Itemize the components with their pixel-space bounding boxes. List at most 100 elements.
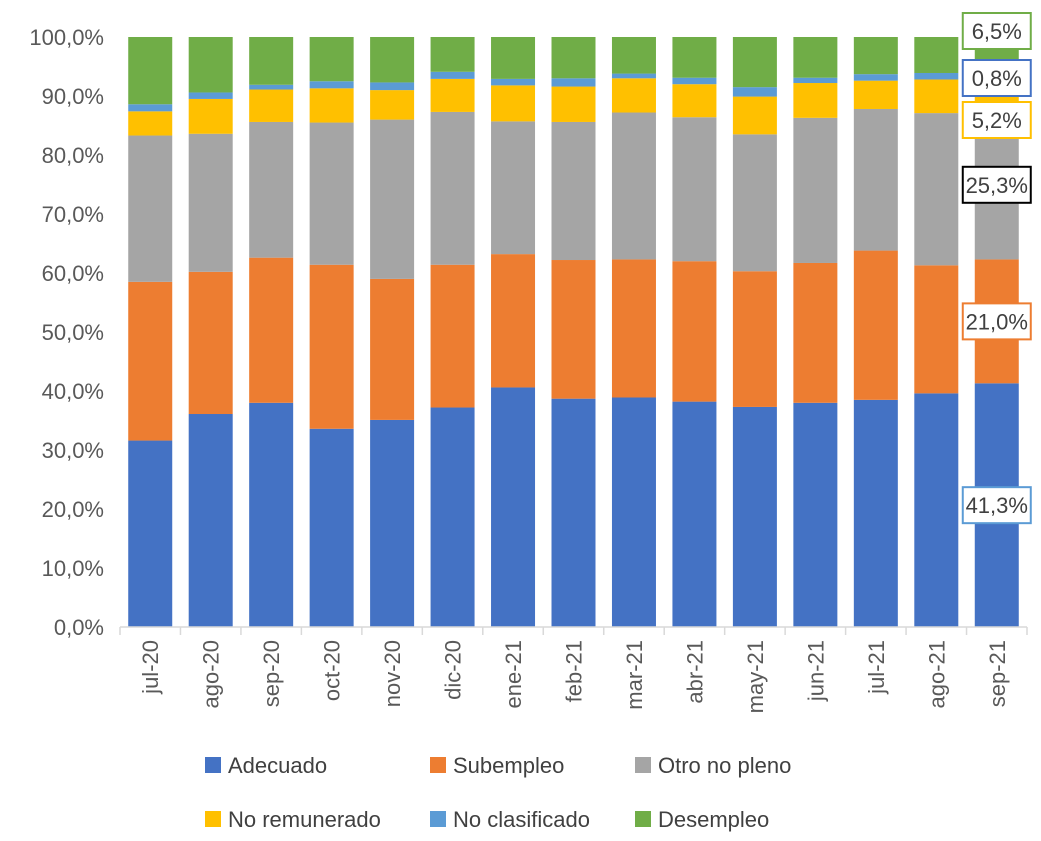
bar-subempleo-ene-21 bbox=[491, 254, 536, 388]
bar-desempleo-ene-21 bbox=[491, 37, 536, 79]
x-tick-label: abr-21 bbox=[682, 640, 707, 704]
bar-subempleo-mar-21 bbox=[611, 259, 656, 398]
legend-swatch bbox=[635, 811, 651, 827]
legend-swatch bbox=[205, 811, 221, 827]
bar-adecuado-oct-20 bbox=[309, 428, 354, 627]
data-label-box bbox=[961, 101, 1032, 139]
bar-desempleo-nov-20 bbox=[370, 37, 415, 83]
x-tick-label: nov-20 bbox=[380, 640, 405, 707]
y-axis: 0,0% 10,0% 20,0% 30,0% 40,0% 50,0% 60,0% 70,0% 8… bbox=[29, 25, 104, 640]
bar-otro-no-pleno-mar-21 bbox=[611, 112, 656, 260]
bar-desempleo-jul-20 bbox=[128, 37, 173, 105]
data-label-text: 6,5% bbox=[972, 19, 1022, 44]
data-label-text: 0,8% bbox=[972, 66, 1022, 91]
bar-subempleo-ago-20 bbox=[188, 271, 233, 415]
bar-otro-no-pleno-dic-20 bbox=[430, 111, 475, 265]
y-tick-label: 90,0% bbox=[42, 84, 104, 109]
x-tick-label: jul-21 bbox=[864, 640, 889, 695]
legend-label: Otro no pleno bbox=[658, 753, 791, 778]
y-tick-label: 50,0% bbox=[42, 320, 104, 345]
bar-adecuado-sep-20 bbox=[249, 402, 294, 627]
bar-no-clasificado-jul-20 bbox=[128, 104, 173, 112]
bar-adecuado-nov-20 bbox=[370, 419, 415, 627]
bar-adecuado-jul-20 bbox=[128, 440, 173, 627]
bar-adecuado-feb-21 bbox=[551, 398, 596, 627]
bar-desempleo-oct-20 bbox=[309, 37, 354, 82]
data-label-text: 41,3% bbox=[966, 493, 1028, 518]
data-label-subempleo: 21,0% bbox=[961, 302, 1032, 341]
bar-no-remunerado-jul-20 bbox=[128, 111, 173, 136]
data-label-no-remunerado: 5,2% bbox=[961, 101, 1032, 139]
bar-otro-no-pleno-abr-21 bbox=[672, 117, 717, 262]
legend-label: Subempleo bbox=[453, 753, 564, 778]
x-tick-label: feb-21 bbox=[562, 640, 587, 702]
bar-no-remunerado-ago-20 bbox=[188, 98, 233, 134]
bar-adecuado-ene-21 bbox=[491, 387, 536, 627]
legend-item-desempleo: Desempleo bbox=[635, 807, 769, 832]
bar-adecuado-jul-21 bbox=[853, 399, 898, 627]
bar-no-clasificado-ene-21 bbox=[491, 78, 536, 86]
y-tick-label: 10,0% bbox=[42, 556, 104, 581]
bar-otro-no-pleno-jun-21 bbox=[793, 117, 838, 263]
bar-subempleo-nov-20 bbox=[370, 278, 415, 420]
bar-no-clasificado-nov-20 bbox=[370, 82, 415, 91]
x-tick-label: ene-21 bbox=[501, 640, 526, 709]
bar-no-remunerado-mar-21 bbox=[611, 78, 656, 113]
y-tick-label: 70,0% bbox=[42, 202, 104, 227]
bar-no-remunerado-oct-20 bbox=[309, 88, 354, 123]
bar-adecuado-abr-21 bbox=[672, 401, 717, 627]
bar-otro-no-pleno-oct-20 bbox=[309, 122, 354, 265]
legend-item-adecuado: Adecuado bbox=[205, 753, 327, 778]
bar-subempleo-oct-20 bbox=[309, 264, 354, 429]
bar-no-clasificado-mar-21 bbox=[611, 73, 656, 79]
data-label-text: 21,0% bbox=[966, 309, 1028, 334]
data-label-box bbox=[961, 165, 1032, 204]
legend-label: No remunerado bbox=[228, 807, 381, 832]
bar-no-remunerado-abr-21 bbox=[672, 84, 717, 118]
bar-subempleo-jun-21 bbox=[793, 262, 838, 403]
bar-no-remunerado-dic-20 bbox=[430, 78, 475, 112]
bar-no-clasificado-abr-21 bbox=[672, 77, 717, 85]
bar-subempleo-sep-20 bbox=[249, 257, 294, 403]
bar-desempleo-may-21 bbox=[732, 37, 777, 88]
bar-otro-no-pleno-ago-21 bbox=[914, 113, 959, 266]
bar-no-remunerado-feb-21 bbox=[551, 86, 596, 122]
x-tick-label: sep-20 bbox=[259, 640, 284, 707]
bar-subempleo-may-21 bbox=[732, 271, 777, 407]
y-tick-label: 20,0% bbox=[42, 497, 104, 522]
legend-item-subempleo: Subempleo bbox=[430, 753, 564, 778]
bar-desempleo-sep-20 bbox=[249, 37, 294, 85]
bar-otro-no-pleno-jul-20 bbox=[128, 135, 173, 282]
x-tick-label: jun-21 bbox=[803, 640, 828, 702]
legend: Adecuado Subempleo Otro no pleno No remuner… bbox=[205, 753, 791, 832]
bar-no-remunerado-nov-20 bbox=[370, 90, 415, 120]
legend-swatch bbox=[430, 757, 446, 773]
bar-desempleo-dic-20 bbox=[430, 37, 475, 72]
bar-adecuado-jun-21 bbox=[793, 402, 838, 627]
bar-no-remunerado-sep-20 bbox=[249, 89, 294, 122]
y-tick-label: 80,0% bbox=[42, 143, 104, 168]
x-tick-label: dic-20 bbox=[441, 640, 466, 700]
bar-no-remunerado-may-21 bbox=[732, 96, 777, 135]
data-label-text: 5,2% bbox=[972, 108, 1022, 133]
bar-subempleo-feb-21 bbox=[551, 260, 596, 399]
bar-subempleo-dic-20 bbox=[430, 264, 475, 408]
x-tick-label: may-21 bbox=[743, 640, 768, 713]
bars bbox=[128, 36, 1019, 627]
data-labels: 41,3% 21,0% 25,3% 5,2% 0,8% 6,5% bbox=[961, 12, 1032, 525]
y-tick-label: 0,0% bbox=[54, 615, 104, 640]
bar-subempleo-jul-21 bbox=[853, 250, 898, 400]
y-tick-label: 100,0% bbox=[29, 25, 104, 50]
bar-subempleo-abr-21 bbox=[672, 261, 717, 402]
legend-swatch bbox=[430, 811, 446, 827]
legend-swatch bbox=[635, 757, 651, 773]
y-tick-label: 30,0% bbox=[42, 438, 104, 463]
bar-desempleo-jul-21 bbox=[853, 37, 898, 75]
legend-item-otro-no-pleno: Otro no pleno bbox=[635, 753, 791, 778]
y-tick-label: 40,0% bbox=[42, 379, 104, 404]
bar-adecuado-may-21 bbox=[732, 406, 777, 627]
data-label-otro-no-pleno: 25,3% bbox=[961, 165, 1032, 204]
x-tick-label: jul-20 bbox=[138, 640, 163, 695]
bar-desempleo-ago-20 bbox=[188, 37, 233, 93]
